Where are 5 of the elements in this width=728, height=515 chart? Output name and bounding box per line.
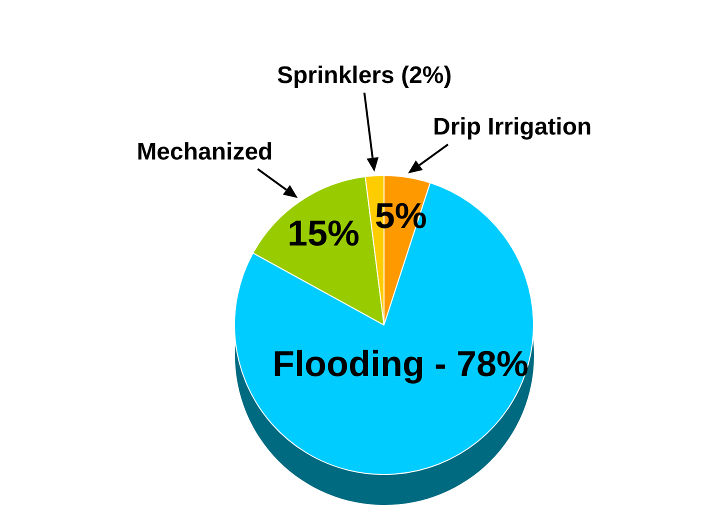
data-label: 15% xyxy=(287,212,360,254)
slice-label: Mechanized xyxy=(136,138,273,166)
slice-label: Sprinklers (2%) xyxy=(276,62,452,90)
slice-label: Drip Irrigation xyxy=(433,114,592,141)
slice-label: Flooding - 78% xyxy=(272,343,529,384)
